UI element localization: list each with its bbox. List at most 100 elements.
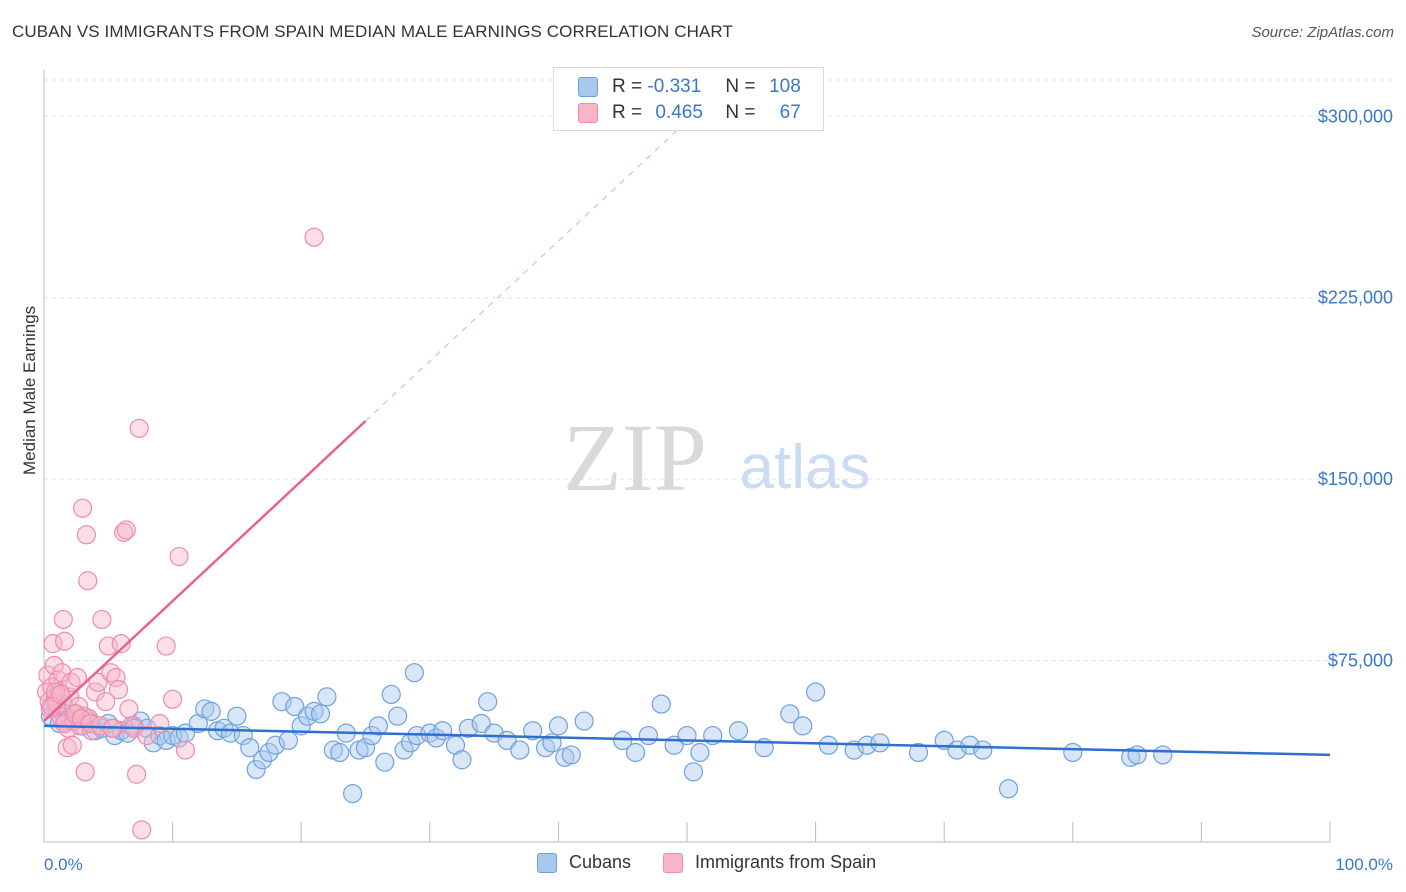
watermark-zip: ZIP xyxy=(563,404,707,511)
legend-swatch-spain xyxy=(663,852,684,873)
data-point xyxy=(88,672,108,692)
n-value: 67 xyxy=(779,102,801,123)
series-legend: Cubans Immigrants from Spain xyxy=(537,852,876,873)
data-point xyxy=(793,716,813,736)
legend-row-cubans: R = -0.331 N = 108 xyxy=(578,75,801,99)
n-label: N = xyxy=(725,76,756,97)
data-point xyxy=(38,665,58,685)
data-point xyxy=(368,716,388,736)
data-point xyxy=(108,679,129,700)
data-point xyxy=(973,740,993,760)
data-point xyxy=(259,742,279,763)
axes xyxy=(43,70,1331,843)
data-point xyxy=(175,740,196,760)
data-point xyxy=(111,634,131,654)
data-point xyxy=(96,692,116,712)
y-tick-labels: $75,000 $150,000 $225,000 $300,000 xyxy=(1318,106,1393,670)
data-point xyxy=(510,740,530,760)
data-point xyxy=(1127,745,1147,765)
data-point xyxy=(478,692,498,712)
data-point xyxy=(253,750,273,770)
data-point xyxy=(62,735,82,755)
data-point xyxy=(960,735,980,755)
data-point xyxy=(452,750,472,770)
legend-row-spain: R = 0.465 N = 67 xyxy=(578,101,801,125)
data-point xyxy=(114,522,134,542)
data-point xyxy=(805,682,826,702)
data-point xyxy=(998,779,1019,799)
data-point xyxy=(272,692,292,712)
data-point xyxy=(375,752,395,772)
data-point xyxy=(355,738,376,758)
r-label: R = xyxy=(612,76,643,97)
data-point xyxy=(285,696,305,717)
y-axis-label: Median Male Earnings xyxy=(20,305,39,475)
data-point xyxy=(728,721,749,741)
data-point xyxy=(638,725,659,746)
data-point xyxy=(53,609,73,630)
series-spain xyxy=(36,227,324,840)
data-point xyxy=(683,762,704,782)
data-point xyxy=(126,764,147,784)
correlation-legend: R = -0.331 N = 108 R = 0.465 N = 67 xyxy=(553,67,824,131)
r-label: R = xyxy=(612,102,643,123)
data-point xyxy=(67,667,88,688)
data-point xyxy=(76,525,97,545)
data-point xyxy=(44,655,64,676)
data-point xyxy=(625,742,646,763)
data-point xyxy=(523,721,543,741)
source-label: Source: ZipAtlas.com xyxy=(1251,24,1394,41)
legend-label-cubans: Cubans xyxy=(569,852,632,872)
data-point xyxy=(169,546,189,567)
data-point xyxy=(119,699,139,719)
data-point xyxy=(106,667,126,688)
data-point xyxy=(129,418,149,438)
data-point xyxy=(43,634,63,654)
data-point xyxy=(870,733,890,753)
data-point xyxy=(137,725,157,746)
data-point xyxy=(72,498,93,518)
data-point xyxy=(78,571,98,591)
data-point xyxy=(54,631,75,651)
data-point xyxy=(561,745,581,765)
data-point xyxy=(1153,745,1173,765)
legend-swatch-cubans xyxy=(537,852,557,873)
data-point xyxy=(780,704,800,724)
data-point xyxy=(246,759,266,780)
chart-title: CUBAN VS IMMIGRANTS FROM SPAIN MEDIAN MA… xyxy=(12,22,733,41)
data-point xyxy=(388,706,408,726)
trend-line xyxy=(43,420,367,722)
n-label: N = xyxy=(725,102,756,123)
data-points xyxy=(36,227,1173,840)
n-value: 108 xyxy=(769,76,801,97)
trend-lines xyxy=(43,120,1331,757)
data-point xyxy=(677,725,697,746)
data-point xyxy=(844,740,864,760)
legend-swatch-spain xyxy=(578,103,598,123)
watermark-atlas: atlas xyxy=(740,433,871,502)
y-tick-label: $225,000 xyxy=(1318,288,1393,308)
gridlines xyxy=(44,79,1393,662)
r-value: -0.331 xyxy=(647,76,702,97)
data-point xyxy=(433,721,453,741)
data-point xyxy=(278,730,298,751)
data-point xyxy=(304,227,324,247)
data-point xyxy=(75,762,95,782)
data-point xyxy=(240,738,260,758)
series-cubans xyxy=(40,663,1173,804)
data-point xyxy=(317,687,337,707)
data-point xyxy=(330,742,350,763)
trend-line xyxy=(43,724,1331,757)
data-point xyxy=(818,735,839,755)
data-point xyxy=(381,684,401,705)
data-point xyxy=(1063,742,1083,763)
data-point xyxy=(651,694,671,714)
x-tick-label-min: 0.0% xyxy=(44,855,83,874)
data-point xyxy=(227,706,247,726)
data-point xyxy=(116,520,136,540)
data-point xyxy=(548,716,569,736)
data-point xyxy=(163,689,183,709)
x-tick-label-max: 100.0% xyxy=(1335,855,1393,874)
y-tick-label: $75,000 xyxy=(1328,651,1393,671)
